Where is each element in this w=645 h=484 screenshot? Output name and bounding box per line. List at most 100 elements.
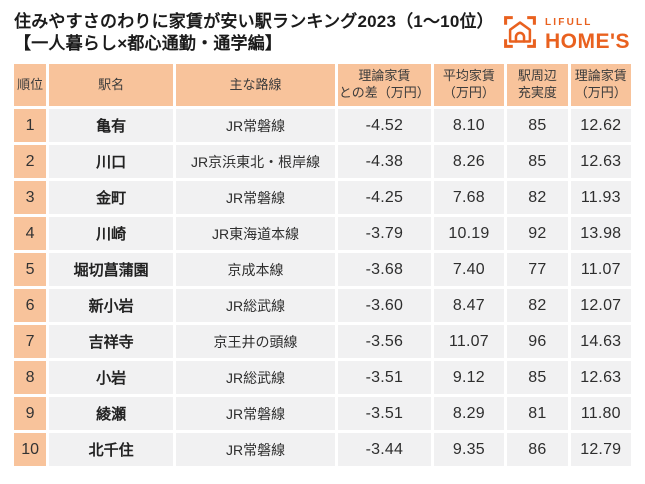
- table-header: 順位 駅名 主な路線 理論家賃 との差（万円） 平均家賃 （万円） 駅周辺 充実度 理…: [14, 64, 631, 106]
- theoretical-rent-cell: 11.93: [570, 181, 631, 214]
- rent-diff-cell: -3.51: [338, 361, 431, 394]
- line-cell: 京成本線: [176, 253, 336, 286]
- avg-rent-cell: 10.19: [433, 217, 505, 250]
- rent-diff-cell: -4.52: [338, 109, 431, 142]
- col-header-station: 駅名: [49, 64, 174, 106]
- col-header-rank: 順位: [14, 64, 47, 106]
- rank-cell: 5: [14, 253, 47, 286]
- table-row: 5 堀切菖蒲園 京成本線 -3.68 7.40 77 11.07: [14, 253, 631, 286]
- area-fulfillment-cell: 82: [507, 289, 568, 322]
- house-in-brackets-icon: [502, 14, 538, 55]
- rank-cell: 9: [14, 397, 47, 430]
- area-fulfillment-cell: 85: [507, 109, 568, 142]
- header: 住みやすさのわりに家賃が安い駅ランキング2023（1～10位） 【一人暮らし×都…: [0, 0, 645, 61]
- table-row: 7 吉祥寺 京王井の頭線 -3.56 11.07 96 14.63: [14, 325, 631, 358]
- table-row: 4 川崎 JR東海道本線 -3.79 10.19 92 13.98: [14, 217, 631, 250]
- station-cell: 吉祥寺: [49, 325, 174, 358]
- table-row: 2 川口 JR京浜東北・根岸線 -4.38 8.26 85 12.63: [14, 145, 631, 178]
- rank-cell: 4: [14, 217, 47, 250]
- table-row: 9 綾瀬 JR常磐線 -3.51 8.29 81 11.80: [14, 397, 631, 430]
- area-fulfillment-cell: 85: [507, 361, 568, 394]
- station-cell: 川口: [49, 145, 174, 178]
- area-fulfillment-cell: 85: [507, 145, 568, 178]
- theoretical-rent-cell: 14.63: [570, 325, 631, 358]
- table-row: 6 新小岩 JR総武線 -3.60 8.47 82 12.07: [14, 289, 631, 322]
- avg-rent-cell: 7.68: [433, 181, 505, 214]
- theoretical-rent-cell: 13.98: [570, 217, 631, 250]
- rent-diff-cell: -4.25: [338, 181, 431, 214]
- rank-cell: 7: [14, 325, 47, 358]
- avg-rent-cell: 8.26: [433, 145, 505, 178]
- line-cell: JR常磐線: [176, 109, 336, 142]
- avg-rent-cell: 7.40: [433, 253, 505, 286]
- theoretical-rent-cell: 12.62: [570, 109, 631, 142]
- table-row: 8 小岩 JR総武線 -3.51 9.12 85 12.63: [14, 361, 631, 394]
- rank-cell: 2: [14, 145, 47, 178]
- col-header-avg-rent: 平均家賃 （万円）: [433, 64, 505, 106]
- area-fulfillment-cell: 77: [507, 253, 568, 286]
- line-cell: JR総武線: [176, 361, 336, 394]
- col-header-line: 主な路線: [176, 64, 336, 106]
- avg-rent-cell: 8.29: [433, 397, 505, 430]
- table-row: 3 金町 JR常磐線 -4.25 7.68 82 11.93: [14, 181, 631, 214]
- logo-wordmark: LIFULL HOME'S: [544, 16, 630, 53]
- area-fulfillment-cell: 86: [507, 433, 568, 466]
- station-cell: 新小岩: [49, 289, 174, 322]
- logo-homes-text: HOME'S: [544, 29, 630, 53]
- avg-rent-cell: 8.10: [433, 109, 505, 142]
- area-fulfillment-cell: 92: [507, 217, 568, 250]
- station-cell: 北千住: [49, 433, 174, 466]
- line-cell: JR京浜東北・根岸線: [176, 145, 336, 178]
- avg-rent-cell: 9.12: [433, 361, 505, 394]
- ranking-table: 順位 駅名 主な路線 理論家賃 との差（万円） 平均家賃 （万円） 駅周辺 充実度 理…: [11, 61, 634, 469]
- station-cell: 小岩: [49, 361, 174, 394]
- rent-diff-cell: -3.68: [338, 253, 431, 286]
- line-cell: JR常磐線: [176, 433, 336, 466]
- table-row: 10 北千住 JR常磐線 -3.44 9.35 86 12.79: [14, 433, 631, 466]
- theoretical-rent-cell: 12.63: [570, 361, 631, 394]
- theoretical-rent-cell: 11.07: [570, 253, 631, 286]
- line-cell: JR総武線: [176, 289, 336, 322]
- avg-rent-cell: 8.47: [433, 289, 505, 322]
- rent-diff-cell: -3.51: [338, 397, 431, 430]
- rent-diff-cell: -4.38: [338, 145, 431, 178]
- table-body: 1 亀有 JR常磐線 -4.52 8.10 85 12.62 2 川口 JR京浜…: [14, 109, 631, 466]
- avg-rent-cell: 9.35: [433, 433, 505, 466]
- rank-cell: 3: [14, 181, 47, 214]
- station-cell: 金町: [49, 181, 174, 214]
- table-row: 1 亀有 JR常磐線 -4.52 8.10 85 12.62: [14, 109, 631, 142]
- avg-rent-cell: 11.07: [433, 325, 505, 358]
- rent-diff-cell: -3.60: [338, 289, 431, 322]
- col-header-rent-diff: 理論家賃 との差（万円）: [338, 64, 431, 106]
- rank-cell: 8: [14, 361, 47, 394]
- col-header-area-fulfillment: 駅周辺 充実度: [507, 64, 568, 106]
- station-cell: 亀有: [49, 109, 174, 142]
- theoretical-rent-cell: 12.07: [570, 289, 631, 322]
- line-cell: JR常磐線: [176, 397, 336, 430]
- area-fulfillment-cell: 96: [507, 325, 568, 358]
- line-cell: JR常磐線: [176, 181, 336, 214]
- line-cell: 京王井の頭線: [176, 325, 336, 358]
- theoretical-rent-cell: 12.63: [570, 145, 631, 178]
- rank-cell: 6: [14, 289, 47, 322]
- station-cell: 綾瀬: [49, 397, 174, 430]
- title-line-2: 【一人暮らし×都心通勤・通学編】: [14, 34, 283, 53]
- rank-cell: 1: [14, 109, 47, 142]
- line-cell: JR東海道本線: [176, 217, 336, 250]
- rent-diff-cell: -3.44: [338, 433, 431, 466]
- rent-diff-cell: -3.79: [338, 217, 431, 250]
- rank-cell: 10: [14, 433, 47, 466]
- title-line-1: 住みやすさのわりに家賃が安い駅ランキング2023（1～10位）: [14, 12, 494, 31]
- lifull-homes-logo: LIFULL HOME'S: [502, 11, 632, 55]
- header-row: 順位 駅名 主な路線 理論家賃 との差（万円） 平均家賃 （万円） 駅周辺 充実度 理…: [14, 64, 631, 106]
- logo-lifull-text: LIFULL: [544, 16, 593, 28]
- station-cell: 堀切菖蒲園: [49, 253, 174, 286]
- theoretical-rent-cell: 11.80: [570, 397, 631, 430]
- area-fulfillment-cell: 81: [507, 397, 568, 430]
- theoretical-rent-cell: 12.79: [570, 433, 631, 466]
- area-fulfillment-cell: 82: [507, 181, 568, 214]
- rent-diff-cell: -3.56: [338, 325, 431, 358]
- station-cell: 川崎: [49, 217, 174, 250]
- col-header-theoretical-rent: 理論家賃 （万円）: [570, 64, 631, 106]
